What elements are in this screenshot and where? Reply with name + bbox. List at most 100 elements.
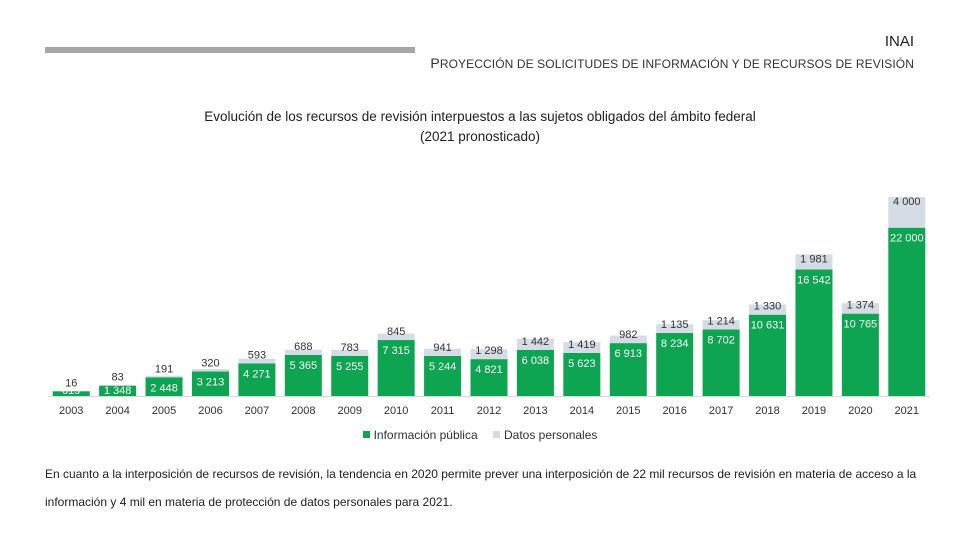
- bar-datos-personales-2019: [795, 254, 833, 270]
- label-informacion-publica-2013: 6 038: [522, 355, 550, 367]
- bar-datos-personales-2011: [424, 348, 462, 356]
- bar-informacion-publica-2006: [191, 371, 229, 396]
- summary-note: En cuanto a la interposición de recursos…: [45, 467, 917, 509]
- bar-informacion-publica-2018: [749, 314, 787, 396]
- bar-datos-personales-2016: [656, 324, 694, 334]
- label-datos-personales-2011: 941: [433, 342, 451, 354]
- x-tick-label-2004: 2004: [105, 405, 129, 417]
- legend-swatch-informacion-publica: [362, 431, 370, 438]
- x-tick-label-2015: 2015: [616, 405, 640, 417]
- bar-datos-personales-2020: [841, 303, 879, 314]
- bar-informacion-publica-2017: [702, 329, 740, 396]
- label-informacion-publica-2008: 5 365: [290, 360, 318, 372]
- label-informacion-publica-2004: 1 348: [104, 385, 132, 397]
- x-tick-label-2006: 2006: [198, 405, 222, 417]
- bar-informacion-publica-2004: [99, 385, 137, 396]
- x-tick-label-2010: 2010: [384, 405, 408, 417]
- bar-informacion-publica-2013: [516, 349, 554, 396]
- bar-informacion-publica-2007: [238, 363, 276, 396]
- label-datos-personales-2018: 1 330: [754, 301, 782, 313]
- x-tick-label-2012: 2012: [477, 405, 501, 417]
- bar-informacion-publica-2019: [795, 269, 833, 396]
- label-informacion-publica-2007: 4 271: [243, 368, 271, 380]
- bar-informacion-publica-2010: [377, 340, 415, 396]
- bar-datos-personales-2006: [191, 368, 229, 372]
- bar-informacion-publica-2015: [609, 343, 647, 396]
- bar-datos-personales-2009: [331, 349, 369, 356]
- label-datos-personales-2009: 783: [341, 342, 359, 354]
- label-datos-personales-2007: 593: [248, 349, 266, 361]
- label-datos-personales-2020: 1 374: [847, 300, 875, 312]
- x-tick-label-2011: 2011: [431, 405, 455, 417]
- bar-informacion-publica-2011: [424, 355, 462, 396]
- bar-datos-personales-2010: [377, 333, 415, 341]
- legend-swatch-datos-personales: [493, 431, 500, 438]
- label-informacion-publica-2021: 22 000: [890, 233, 924, 245]
- x-tick-label-2021: 2021: [895, 405, 919, 417]
- x-tick-label-2016: 2016: [662, 405, 686, 417]
- legend-label-datos-personales: Datos personales: [504, 428, 598, 442]
- page-subtitle-initial: P: [430, 55, 440, 71]
- bar-informacion-publica-2014: [563, 352, 601, 396]
- chart-subtitle: (2021 pronosticado): [419, 129, 541, 144]
- label-informacion-publica-2010: 7 315: [382, 345, 410, 357]
- header-divider: [45, 47, 415, 53]
- label-informacion-publica-2019: 16 542: [797, 274, 831, 286]
- x-tick-label-2020: 2020: [848, 405, 872, 417]
- label-informacion-publica-2018: 10 631: [751, 320, 785, 332]
- chart-title-block: Evolución de los recursos de revisión in…: [0, 107, 960, 147]
- label-informacion-publica-2009: 5 255: [336, 361, 364, 373]
- legend-item-informacion-publica: Información pública: [362, 428, 478, 442]
- x-tick-label-2017: 2017: [709, 405, 733, 417]
- label-datos-personales-2021: 4 000: [893, 196, 921, 208]
- label-datos-personales-2004: 83: [112, 372, 124, 384]
- label-informacion-publica-2015: 6 913: [614, 348, 642, 360]
- label-datos-personales-2017: 1 214: [707, 315, 735, 327]
- x-tick-label-2003: 2003: [59, 405, 83, 417]
- page-subtitle-text: ROYECCIÓN DE SOLICITUDES DE INFORMACIÓN …: [439, 57, 914, 71]
- label-datos-personales-2006: 320: [201, 357, 219, 369]
- bar-informacion-publica-2008: [284, 354, 322, 396]
- label-datos-personales-2005: 191: [155, 363, 173, 375]
- bar-datos-personales-2015: [609, 335, 647, 344]
- x-tick-label-2018: 2018: [755, 405, 779, 417]
- bar-informacion-publica-2012: [470, 359, 508, 396]
- chart-title: Evolución de los recursos de revisión in…: [204, 109, 756, 124]
- chart-legend: Información pública Datos personales: [0, 428, 960, 442]
- label-datos-personales-2016: 1 135: [661, 319, 689, 331]
- bar-informacion-publica-2020: [841, 313, 879, 396]
- label-datos-personales-2003: 16: [65, 377, 77, 389]
- bar-datos-personales-2017: [702, 320, 740, 330]
- bar-informacion-publica-2021: [888, 227, 926, 396]
- label-datos-personales-2012: 1 298: [475, 345, 503, 357]
- bar-datos-personales-2018: [749, 304, 787, 315]
- page-subtitle: PROYECCIÓN DE SOLICITUDES DE INFORMACIÓN…: [430, 55, 914, 71]
- label-datos-personales-2013: 1 442: [522, 336, 550, 348]
- label-datos-personales-2010: 845: [387, 326, 405, 338]
- bar-informacion-publica-2009: [331, 355, 369, 396]
- bar-datos-personales-2008: [284, 349, 322, 355]
- org-name: INAI: [884, 33, 914, 50]
- x-tick-label-2009: 2009: [337, 405, 361, 417]
- bar-datos-personales-2012: [470, 349, 508, 360]
- bar-datos-personales-2005: [145, 375, 183, 378]
- label-informacion-publica-2011: 5 244: [429, 361, 457, 373]
- label-datos-personales-2014: 1 419: [568, 339, 596, 351]
- x-tick-label-2008: 2008: [291, 405, 315, 417]
- label-informacion-publica-2003: 619: [62, 385, 80, 397]
- label-informacion-publica-2005: 2 448: [150, 382, 178, 394]
- x-tick-label-2013: 2013: [523, 405, 547, 417]
- label-datos-personales-2015: 982: [619, 329, 637, 341]
- label-datos-personales-2019: 1 981: [800, 253, 828, 265]
- x-tick-label-2019: 2019: [802, 405, 826, 417]
- label-informacion-publica-2017: 8 702: [707, 334, 735, 346]
- label-informacion-publica-2006: 3 213: [197, 376, 225, 388]
- bar-informacion-publica-2003: [52, 391, 90, 396]
- legend-label-informacion-publica: Información pública: [373, 428, 478, 442]
- legend-item-datos-personales: Datos personales: [493, 428, 597, 442]
- bar-datos-personales-2021: [888, 197, 926, 228]
- label-informacion-publica-2020: 10 765: [844, 319, 878, 331]
- x-tick-label-2014: 2014: [570, 405, 594, 417]
- bar-datos-personales-2004: [99, 385, 137, 386]
